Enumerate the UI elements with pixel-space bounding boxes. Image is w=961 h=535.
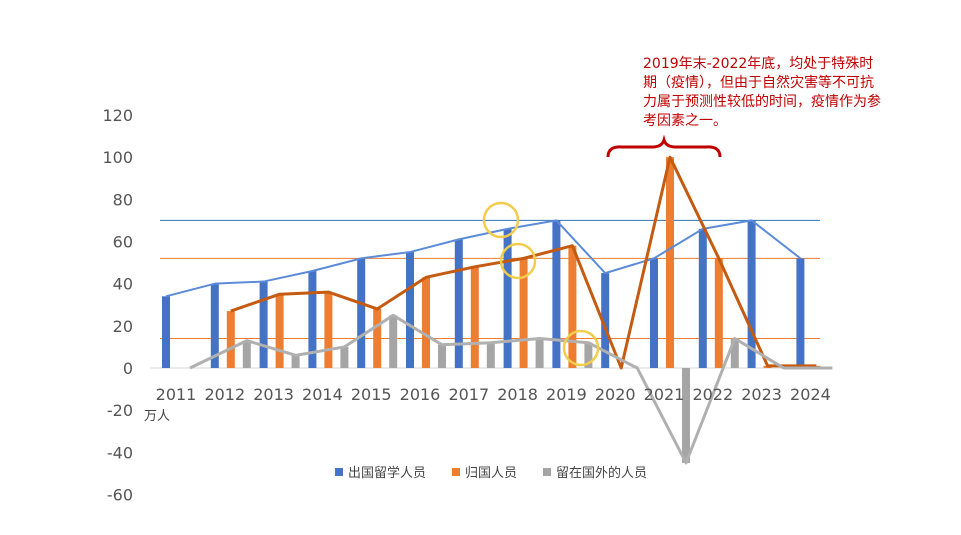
bar-0-2011 <box>162 296 170 368</box>
x-tick-label: 2022 <box>692 385 733 404</box>
bar-1-2012 <box>226 311 235 368</box>
bar-0-2023 <box>747 220 756 368</box>
annotation-text: 2019年末-2022年底，均处于特殊时期（疫情），但由于自然灾害等不可抗力属于… <box>643 56 881 129</box>
y-tick-label: -40 <box>107 443 133 462</box>
x-tick-label: 2014 <box>302 385 343 404</box>
bar-0-2016 <box>406 252 414 368</box>
x-tick-label: 2024 <box>790 385 831 404</box>
legend-label-stayed: 留在国外的人员 <box>556 466 648 481</box>
x-tick-label: 2023 <box>741 385 782 404</box>
highlight-circle <box>499 242 537 280</box>
legend: 出国留学人员 归国人员 留在国外的人员 <box>335 462 647 481</box>
bar-0-2020 <box>601 273 610 368</box>
legend-label-returned: 归国人员 <box>465 466 518 481</box>
bar-2-2013 <box>291 355 300 368</box>
bar-2-2016 <box>438 344 446 368</box>
annotation-bracket <box>606 134 722 158</box>
highlight-circle <box>562 329 600 367</box>
bar-0-2014 <box>308 271 317 368</box>
bar-0-2021 <box>650 258 658 368</box>
legend-item-returned: 归国人员 <box>452 462 517 481</box>
x-tick-label: 2021 <box>644 385 685 404</box>
y-tick-label: -60 <box>107 486 133 505</box>
legend-swatch-stayed <box>543 467 552 476</box>
bar-1-2013 <box>275 294 284 368</box>
highlight-circle <box>482 201 520 239</box>
x-tick-label: 2013 <box>253 385 294 404</box>
bar-1-2015 <box>373 308 382 368</box>
x-tick-label: 2017 <box>448 385 489 404</box>
series-line-1 <box>230 155 817 370</box>
bar-0-2024 <box>796 258 805 368</box>
bar-1-2017 <box>470 266 479 368</box>
bar-1-2019 <box>568 245 577 368</box>
x-tick-label: 2016 <box>400 385 441 404</box>
legend-label-outbound: 出国留学人员 <box>348 466 427 481</box>
legend-swatch-returned <box>452 467 461 476</box>
bar-2-2021 <box>682 368 690 463</box>
x-tick-label: 2011 <box>156 385 197 404</box>
legend-item-stayed: 留在国外的人员 <box>543 462 647 481</box>
bar-0-2018 <box>503 228 512 368</box>
y-axis-unit: 万人 <box>144 409 171 424</box>
bar-1-2021 <box>666 157 674 368</box>
y-tick-label: -20 <box>107 401 133 420</box>
bar-0-2015 <box>357 258 366 368</box>
bar-2-2014 <box>340 346 349 368</box>
bar-0-2019 <box>552 220 561 368</box>
x-tick-label: 2015 <box>351 385 392 404</box>
y-tick-label: 80 <box>113 190 133 209</box>
y-tick-label: 60 <box>113 233 133 252</box>
bar-1-2016 <box>422 277 430 368</box>
bar-2-2017 <box>486 342 495 368</box>
x-tick-label: 2012 <box>204 385 245 404</box>
bar-0-2022 <box>698 228 707 368</box>
y-tick-label: 100 <box>102 148 133 167</box>
x-tick-label: 2020 <box>595 385 636 404</box>
legend-swatch-outbound <box>335 467 343 476</box>
y-tick-label: 40 <box>113 275 133 294</box>
bar-2-2015 <box>389 315 398 368</box>
x-tick-label: 2019 <box>546 385 587 404</box>
legend-item-outbound: 出国留学人员 <box>335 462 426 481</box>
y-tick-label: 20 <box>113 317 133 336</box>
series-line-0 <box>165 219 802 298</box>
bar-1-2018 <box>519 258 528 368</box>
bar-0-2012 <box>210 283 219 368</box>
y-tick-label: 0 <box>123 359 133 378</box>
series-line-2 <box>189 313 833 465</box>
y-tick-label: 120 <box>102 106 133 125</box>
bar-1-2014 <box>324 292 333 368</box>
bar-2-2022 <box>730 338 739 368</box>
bar-0-2013 <box>259 281 268 368</box>
bar-1-2022 <box>714 258 723 368</box>
bar-0-2017 <box>454 239 463 368</box>
bar-2-2012 <box>242 340 251 368</box>
bar-2-2019 <box>584 342 593 368</box>
x-tick-label: 2018 <box>497 385 538 404</box>
bar-2-2018 <box>535 338 544 368</box>
